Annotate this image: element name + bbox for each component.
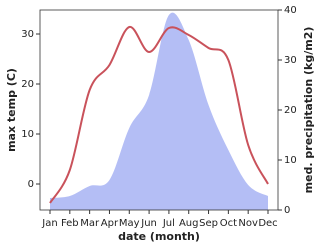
y2-tick-label: 30 [284, 55, 297, 66]
y2-tick-label: 10 [284, 155, 297, 166]
y-tick-label: 0 [28, 179, 34, 190]
x-tick-label: Oct [220, 218, 237, 229]
precipitation-area [50, 12, 268, 211]
x-tick-label: Jun [140, 218, 157, 229]
y2-tick-label: 40 [284, 5, 297, 16]
x-axis-label: date (month) [118, 230, 200, 243]
x-tick-label: Aug [179, 218, 199, 229]
x-tick-label: Feb [61, 218, 79, 229]
x-tick-label: Jan [41, 218, 57, 229]
y-tick-label: 30 [21, 29, 34, 40]
x-tick-label: Sep [199, 218, 218, 229]
x-tick-label: Dec [258, 218, 277, 229]
x-tick-label: May [119, 218, 140, 229]
y2-axis-label: med. precipitation (kg/m2) [302, 27, 315, 194]
x-tick-label: Mar [80, 218, 100, 229]
y-axis-label: max temp (C) [5, 68, 18, 152]
x-tick-label: Apr [101, 218, 119, 229]
temperature-line [49, 26, 269, 204]
y-tick-label: 20 [21, 79, 34, 90]
x-tick-label: Jul [162, 218, 175, 229]
y2-tick-label: 0 [284, 205, 290, 216]
y2-tick-label: 20 [284, 105, 297, 116]
y-tick-label: 10 [21, 129, 34, 140]
x-tick-label: Nov [238, 218, 258, 229]
